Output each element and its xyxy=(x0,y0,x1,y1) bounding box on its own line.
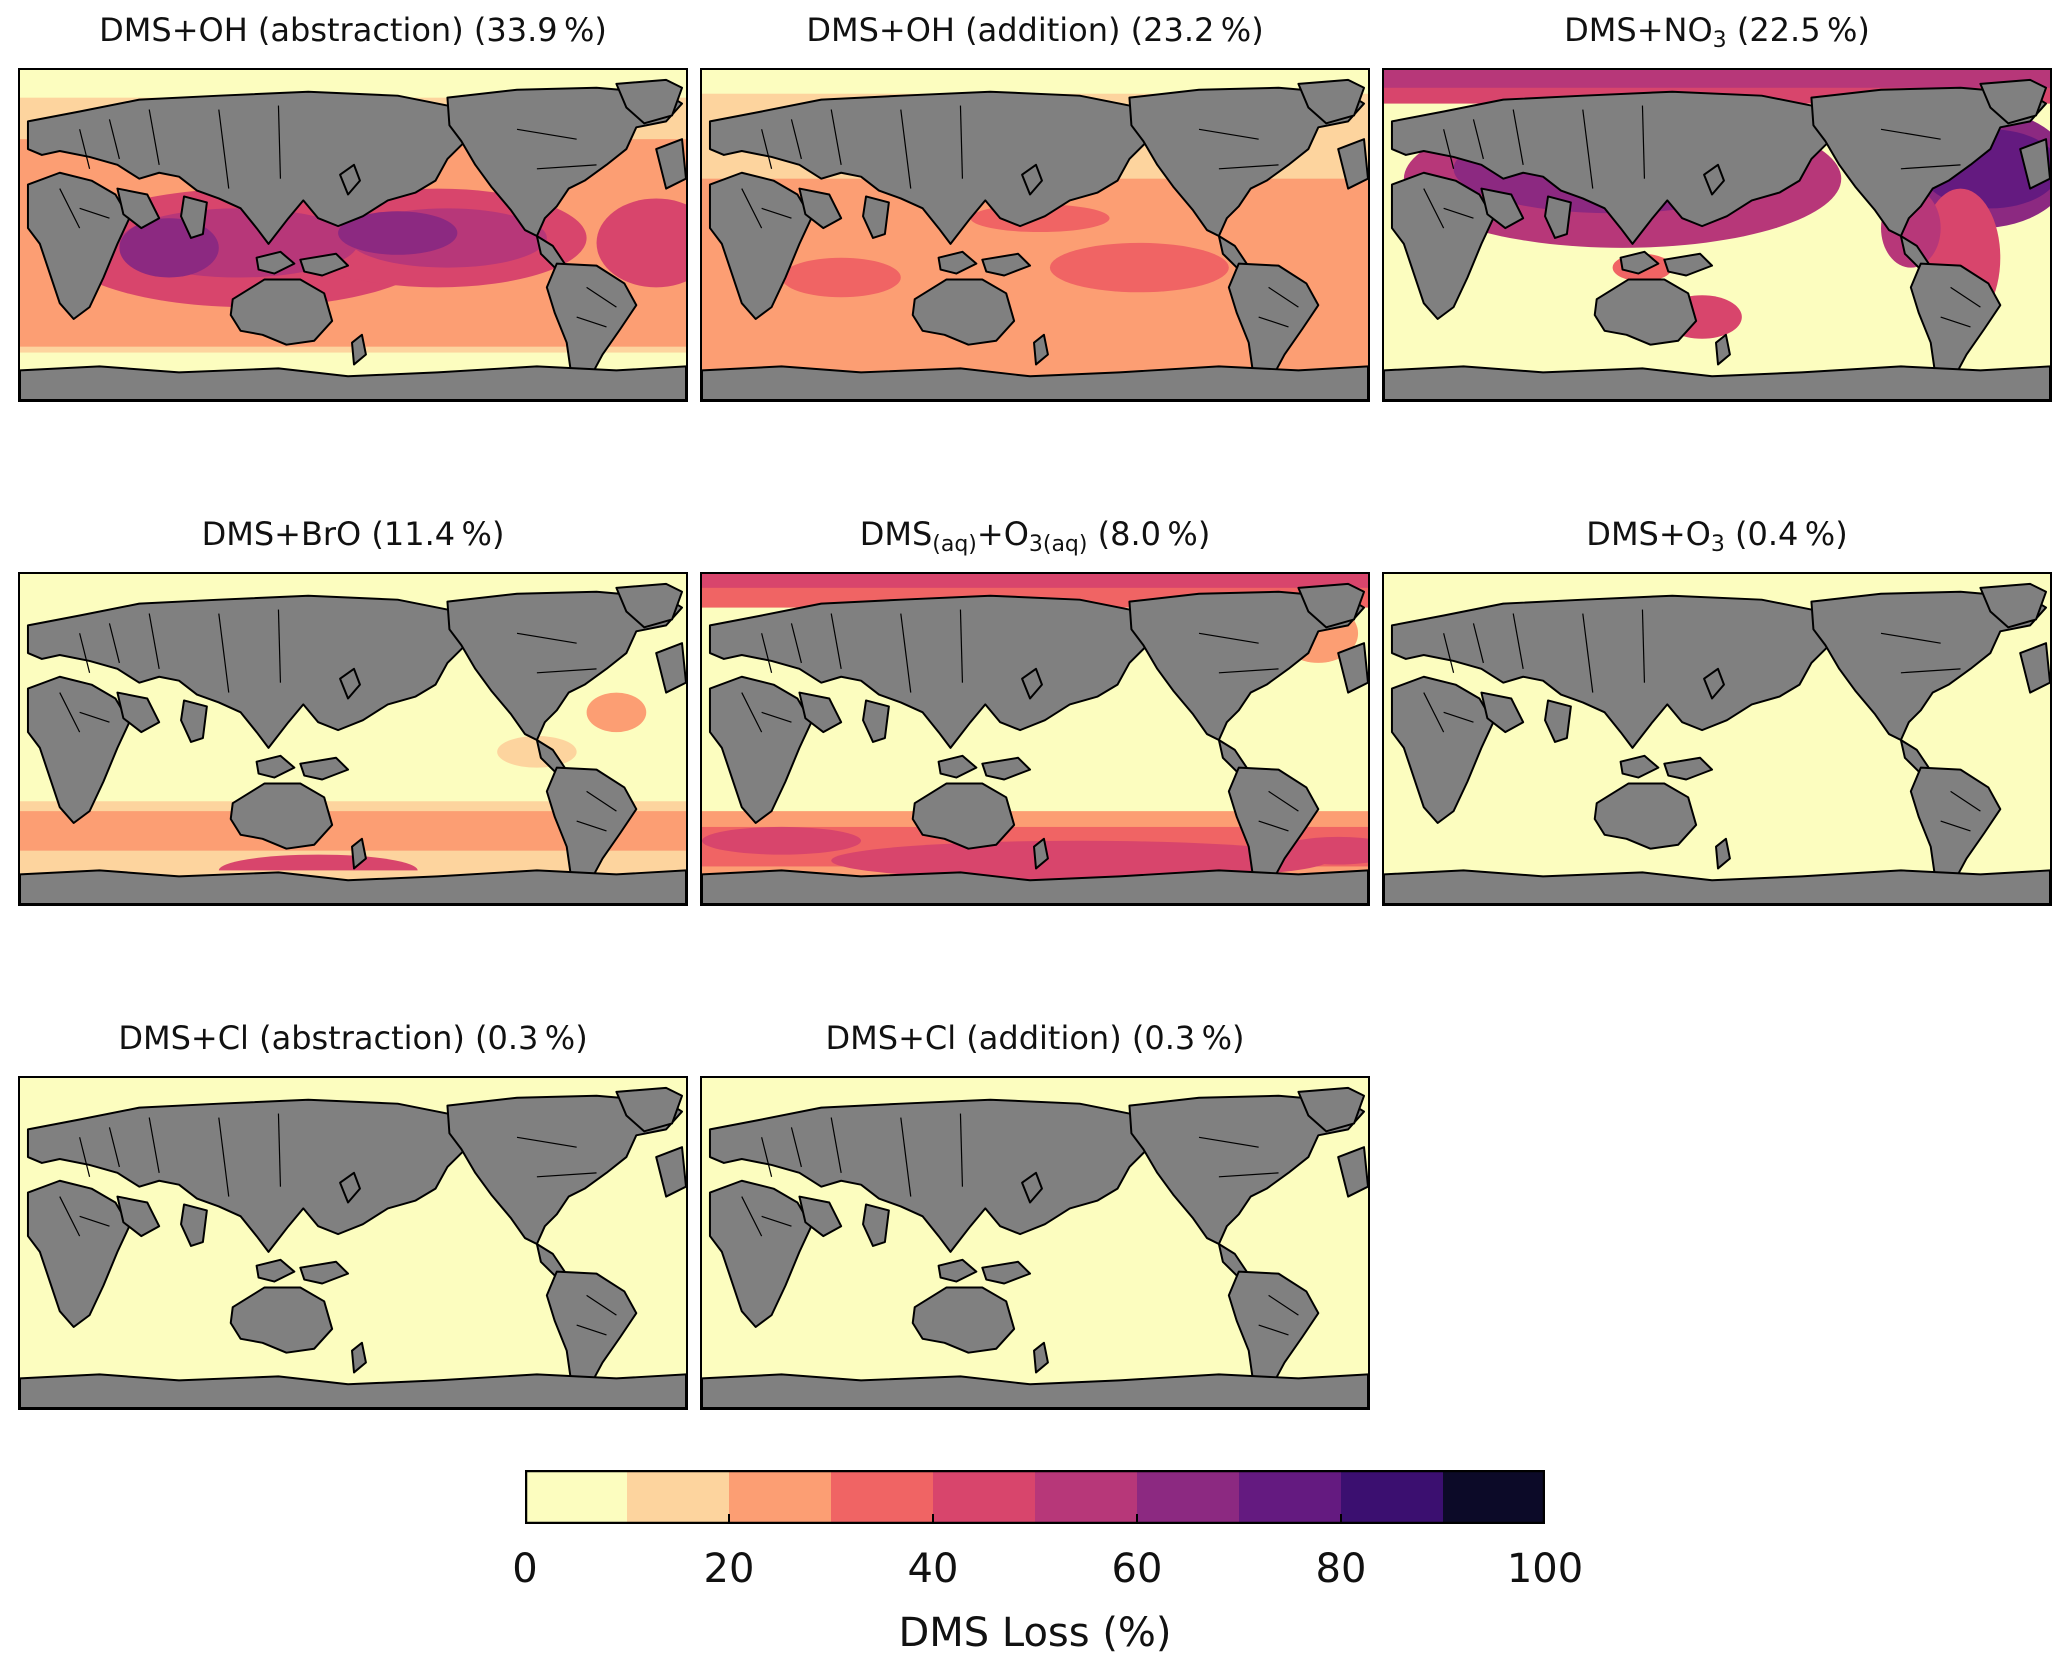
panel-title: DMS+BrO (11.4 %) xyxy=(201,515,505,553)
land-mask xyxy=(702,78,1368,400)
map xyxy=(18,68,688,402)
colorbar-bin xyxy=(729,1470,832,1524)
panel-title: DMS+OH (abstraction) (33.9 %) xyxy=(99,11,607,49)
colorbar-tick-label: 100 xyxy=(1506,1546,1584,1592)
colorbar-tick-label: 40 xyxy=(907,1546,959,1592)
colorbar-bin xyxy=(627,1470,730,1524)
panel-o3: DMS+O3 (0.4 %) xyxy=(1382,515,2052,906)
map xyxy=(1382,572,2052,906)
land-mask xyxy=(20,1086,686,1408)
map xyxy=(700,1076,1370,1410)
map xyxy=(700,68,1370,402)
land-mask xyxy=(20,582,686,904)
map xyxy=(18,572,688,906)
colorbar-bin xyxy=(1137,1470,1240,1524)
colorbar-bin xyxy=(1239,1470,1342,1524)
colorbar-tick-label: 60 xyxy=(1111,1546,1163,1592)
panel-title: DMS+Cl (addition) (0.3 %) xyxy=(825,1019,1245,1057)
colorbar-bin xyxy=(933,1470,1036,1524)
panel-o3aq: DMS(aq)+O3(aq) (8.0 %) xyxy=(700,515,1370,906)
map xyxy=(1382,68,2052,402)
land-mask xyxy=(702,582,1368,904)
land-mask xyxy=(702,1086,1368,1408)
panel-cl-addition: DMS+Cl (addition) (0.3 %) xyxy=(700,1019,1370,1410)
panel-title: DMS(aq)+O3(aq) (8.0 %) xyxy=(859,515,1211,557)
colorbar-bin xyxy=(1443,1470,1545,1524)
colorbar-tick-label: 0 xyxy=(512,1546,538,1592)
map xyxy=(18,1076,688,1410)
panel-oh-abstraction: DMS+OH (abstraction) (33.9 %) xyxy=(18,11,688,402)
colorbar-label: DMS Loss (%) xyxy=(898,1610,1172,1656)
panel-title: DMS+OH (addition) (23.2 %) xyxy=(806,11,1264,49)
colorbar-bin xyxy=(1341,1470,1444,1524)
map xyxy=(700,572,1370,906)
panel-title: DMS+Cl (abstraction) (0.3 %) xyxy=(118,1019,588,1057)
panel-no3: DMS+NO3 (22.5 %) xyxy=(1382,11,2052,402)
colorbar xyxy=(525,1470,1545,1524)
land-mask xyxy=(1384,582,2050,904)
land-mask xyxy=(20,78,686,400)
panel-title: DMS+O3 (0.4 %) xyxy=(1586,515,1848,557)
colorbar-bin xyxy=(831,1470,934,1524)
panel-title: DMS+NO3 (22.5 %) xyxy=(1564,11,1870,53)
panel-cl-abstraction: DMS+Cl (abstraction) (0.3 %) xyxy=(18,1019,688,1410)
colorbar-bin xyxy=(1035,1470,1138,1524)
panel-oh-addition: DMS+OH (addition) (23.2 %) xyxy=(700,11,1370,402)
land-mask xyxy=(1384,78,2050,400)
panel-bro: DMS+BrO (11.4 %) xyxy=(18,515,688,906)
colorbar-tick-label: 80 xyxy=(1315,1546,1367,1592)
colorbar-bin xyxy=(525,1470,628,1524)
colorbar-tick-label: 20 xyxy=(703,1546,755,1592)
